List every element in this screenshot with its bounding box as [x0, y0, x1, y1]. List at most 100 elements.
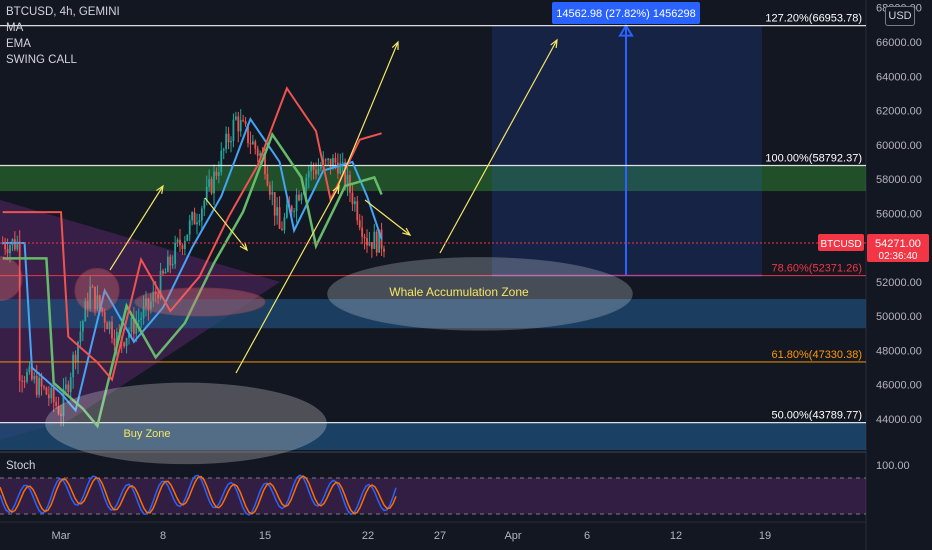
price-tick: 62000.00 — [876, 106, 922, 118]
candle-body — [290, 206, 293, 212]
candle-body — [373, 231, 376, 249]
candle-body — [317, 168, 320, 175]
candle-body — [169, 256, 172, 266]
candle-body — [329, 158, 332, 170]
time-tick: 8 — [160, 530, 166, 542]
stoch-d-line — [0, 475, 397, 515]
trend-arrow-head — [239, 242, 248, 252]
candle-body — [16, 241, 19, 250]
ma-long-line — [2, 86, 382, 382]
indicator-ma[interactable]: MA — [6, 22, 24, 34]
current-price-value: 54271.00 — [875, 238, 921, 250]
whale-zone-label: Whale Accumulation Zone — [389, 285, 529, 299]
candle-body — [94, 286, 96, 310]
candle-body — [33, 376, 36, 380]
candle-body — [283, 217, 286, 231]
candle-body — [230, 140, 232, 143]
measure-arrow-head — [618, 23, 634, 37]
candle-body — [40, 377, 43, 387]
trend-arrow — [204, 197, 248, 251]
candle-body — [378, 229, 381, 253]
fib-label: 127.20%(66953.78) — [765, 13, 862, 25]
candle-body — [315, 169, 317, 175]
candle-body — [298, 194, 300, 201]
candle-body — [130, 317, 133, 332]
currency-button[interactable]: USD — [885, 6, 915, 26]
candle-body — [271, 192, 274, 195]
candle-body — [45, 387, 48, 395]
price-tick: 60000.00 — [876, 140, 922, 152]
time-tick: 27 — [434, 530, 446, 542]
candle-body — [162, 270, 164, 274]
candle-body — [60, 413, 62, 416]
indicator-ema[interactable]: EMA — [6, 38, 31, 50]
candle-body — [84, 300, 87, 322]
candle-body — [300, 194, 303, 201]
candle-body — [234, 116, 237, 120]
price-tick: 50000.00 — [876, 311, 922, 323]
candle-body — [50, 388, 53, 399]
trend-arrow — [364, 199, 411, 236]
candle-body — [341, 162, 344, 164]
candle-body — [154, 291, 157, 294]
candle-body — [186, 234, 189, 241]
candle-body — [336, 162, 339, 174]
candle-body — [113, 338, 116, 346]
candle-body — [334, 157, 337, 163]
candle-body — [366, 237, 368, 246]
candle-body — [174, 242, 177, 265]
marker-circle — [0, 255, 23, 301]
candle-body — [305, 177, 308, 190]
candle-body — [77, 341, 79, 363]
candle-body — [188, 220, 191, 235]
candle-body — [89, 286, 92, 309]
candle-body — [79, 331, 82, 342]
candle-body — [215, 171, 218, 176]
candle-body — [268, 185, 271, 195]
price-tick: 56000.00 — [876, 208, 922, 220]
candle-body — [152, 291, 155, 302]
time-tick: 19 — [759, 530, 771, 542]
candle-body — [278, 207, 281, 229]
resistance-zone — [0, 165, 866, 192]
candle-body — [266, 173, 269, 186]
price-tick: 66000.00 — [876, 37, 922, 49]
candle-body — [96, 295, 99, 310]
candle-body — [276, 207, 279, 216]
ma-line — [2, 131, 383, 429]
candle-body — [220, 150, 223, 173]
candle-body — [370, 242, 373, 249]
price-tick: 58000.00 — [876, 174, 922, 186]
candle-body — [157, 293, 160, 299]
candle-body — [281, 228, 283, 231]
candle-body — [319, 167, 322, 169]
stoch-band — [0, 478, 866, 514]
candle-body — [225, 133, 228, 150]
candle-body — [295, 194, 298, 212]
fib-label: 50.00%(43789.77) — [771, 410, 862, 422]
candle-body — [91, 286, 94, 288]
candle-body — [358, 220, 361, 228]
time-tick: 15 — [259, 530, 271, 542]
candle-body — [35, 376, 38, 395]
chart-legend: BTCUSD, 4h, GEMINI MA EMA SWING CALL — [6, 4, 120, 68]
candle-body — [47, 394, 50, 399]
measure-label-box — [552, 2, 700, 24]
fib-label: 78.60%(52371.26) — [771, 263, 862, 275]
trend-arrow-head — [550, 38, 558, 49]
indicator-swing-call[interactable]: SWING CALL — [6, 54, 77, 66]
countdown-value: 02:36:40 — [879, 251, 918, 262]
candle-body — [332, 157, 334, 170]
candle-body — [247, 124, 249, 144]
candle-body — [213, 171, 215, 194]
candle-body — [222, 149, 225, 151]
candle-body — [227, 133, 230, 143]
candle-body — [132, 317, 135, 334]
candle-body — [164, 271, 167, 274]
candle-body — [57, 405, 60, 414]
resistance-ellipse — [134, 287, 266, 317]
candle-body — [81, 321, 84, 332]
trend-arrow-head — [332, 184, 340, 195]
buy-zone-label: Buy Zone — [123, 428, 170, 440]
